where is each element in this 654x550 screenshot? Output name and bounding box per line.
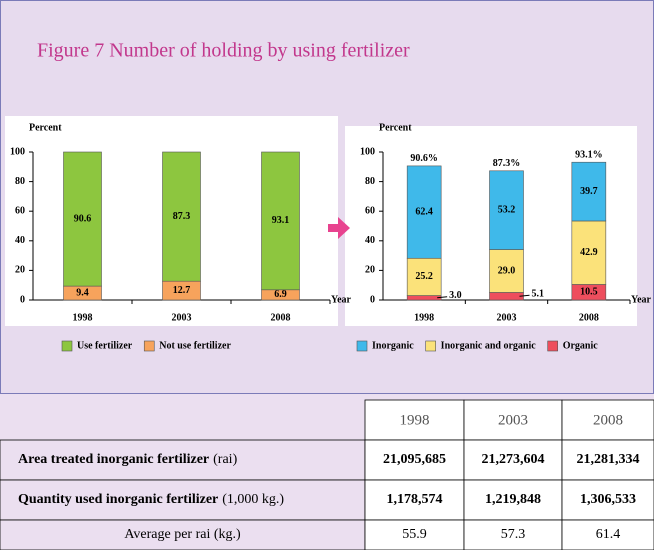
y-tick-label: 60 bbox=[365, 205, 375, 216]
cell-value: 21,273,604 bbox=[482, 452, 545, 467]
x-axis-title: Year bbox=[631, 294, 652, 305]
header-cell bbox=[364, 399, 465, 441]
legend-label: Not use fertilizer bbox=[159, 340, 231, 351]
column-header: 2008 bbox=[593, 412, 623, 428]
total-label: 87.3% bbox=[493, 158, 521, 169]
bar-segment bbox=[406, 257, 442, 296]
data-label: 3.0 bbox=[449, 290, 462, 301]
bar-segment bbox=[261, 151, 300, 291]
total-label: 90.6% bbox=[410, 153, 438, 164]
row-label-unit: (rai) bbox=[213, 452, 237, 467]
y-tick-label: 60 bbox=[15, 205, 25, 216]
legend-label: Inorganic and organic bbox=[441, 340, 537, 351]
total-label: 93.1% bbox=[575, 150, 603, 161]
table: 1998 2003 2008 Area treated inorganic ferti… bbox=[0, 399, 654, 550]
y-axis-title: Percent bbox=[379, 122, 412, 133]
value-cell bbox=[561, 479, 654, 521]
data-label: 93.1 bbox=[272, 215, 290, 226]
y-tick-label: 20 bbox=[15, 265, 25, 276]
value-cell bbox=[463, 439, 563, 481]
data-label: 62.4 bbox=[415, 206, 433, 217]
bar-segment bbox=[489, 170, 524, 250]
legend-swatch bbox=[356, 340, 368, 352]
data-label: 10.5 bbox=[580, 287, 598, 298]
cell-value: 21,095,685 bbox=[383, 452, 446, 467]
data-label: 12.7 bbox=[173, 285, 191, 296]
figure-title: Figure 7 Number of holding by using fert… bbox=[37, 40, 410, 62]
legend-swatch bbox=[143, 340, 155, 352]
value-cell bbox=[561, 439, 654, 481]
data-label: 42.9 bbox=[580, 247, 598, 258]
legend-swatch bbox=[547, 340, 558, 352]
row-label: Quantity used inorganic fertilizer (1,000… bbox=[18, 492, 284, 507]
legend-swatch bbox=[425, 340, 436, 352]
row-label-cell bbox=[0, 439, 366, 481]
value-cell bbox=[463, 519, 563, 550]
data-label: 6.9 bbox=[274, 289, 287, 300]
data-label: 29.0 bbox=[498, 265, 516, 276]
cell-value: 61.4 bbox=[596, 527, 621, 542]
y-tick-label: 100 bbox=[360, 146, 375, 157]
value-cell bbox=[364, 479, 465, 521]
value-cell bbox=[463, 479, 563, 521]
row-label-name: Area treated inorganic fertilizer bbox=[18, 452, 209, 467]
x-tick-label: 2003 bbox=[172, 312, 192, 323]
bar-segment bbox=[571, 220, 607, 285]
cell-value: 57.3 bbox=[501, 527, 526, 542]
row-label-cell bbox=[0, 519, 366, 550]
bar-segment bbox=[489, 249, 524, 293]
x-tick-label: 1998 bbox=[73, 312, 93, 323]
bar-segment bbox=[63, 151, 102, 287]
cell-value: 1,178,574 bbox=[387, 492, 443, 507]
column-header: 1998 bbox=[400, 412, 430, 428]
x-tick-label: 2008 bbox=[271, 312, 291, 323]
data-label: 87.3 bbox=[173, 211, 191, 222]
data-label: 9.4 bbox=[76, 287, 89, 298]
x-axis-title: Year bbox=[331, 294, 352, 305]
legend-label: Inorganic bbox=[372, 340, 414, 351]
row-label: Average per rai (kg.) bbox=[124, 527, 241, 542]
legend-label: Use fertilizer bbox=[77, 340, 133, 351]
data-label: 53.2 bbox=[498, 204, 516, 215]
x-tick-label: 2008 bbox=[579, 312, 599, 323]
x-tick-label: 1998 bbox=[414, 312, 434, 323]
legend-swatch bbox=[61, 340, 73, 352]
y-tick-label: 80 bbox=[365, 176, 375, 187]
y-tick-label: 0 bbox=[20, 294, 25, 305]
leader-line bbox=[519, 294, 530, 297]
cell-value: 21,281,334 bbox=[577, 452, 640, 467]
y-tick-label: 40 bbox=[365, 235, 375, 246]
bar-segment bbox=[406, 165, 442, 259]
cell-value: 1,219,848 bbox=[485, 492, 541, 507]
row-label-unit: (1,000 kg.) bbox=[222, 492, 284, 507]
row-label: Area treated inorganic fertilizer (rai) bbox=[18, 452, 238, 467]
bar-segment bbox=[489, 292, 524, 301]
y-tick-label: 0 bbox=[370, 294, 375, 305]
value-cell bbox=[364, 439, 465, 481]
legend-label: Organic bbox=[563, 340, 599, 351]
y-tick-label: 20 bbox=[365, 265, 375, 276]
data-label: 25.2 bbox=[415, 271, 433, 282]
cell-value: 55.9 bbox=[402, 527, 427, 542]
leader-line bbox=[437, 296, 448, 299]
x-tick-label: 2003 bbox=[497, 312, 517, 323]
y-tick-label: 40 bbox=[15, 235, 25, 246]
data-label: 39.7 bbox=[580, 186, 598, 197]
data-label: 5.1 bbox=[532, 289, 545, 300]
column-header: 2003 bbox=[498, 412, 528, 428]
y-tick-label: 100 bbox=[10, 146, 25, 157]
row-label-name: Quantity used inorganic fertilizer bbox=[18, 492, 218, 507]
bar-segment bbox=[571, 161, 607, 222]
value-cell bbox=[561, 519, 654, 550]
y-tick-label: 80 bbox=[15, 176, 25, 187]
bar-segment bbox=[162, 151, 201, 282]
value-cell bbox=[364, 519, 465, 550]
data-label: 90.6 bbox=[74, 213, 92, 224]
y-axis-title: Percent bbox=[29, 122, 62, 133]
header-cell bbox=[561, 399, 654, 441]
bar-segment bbox=[406, 295, 442, 301]
arrow bbox=[328, 217, 350, 239]
cell-value: 1,306,533 bbox=[580, 492, 636, 507]
